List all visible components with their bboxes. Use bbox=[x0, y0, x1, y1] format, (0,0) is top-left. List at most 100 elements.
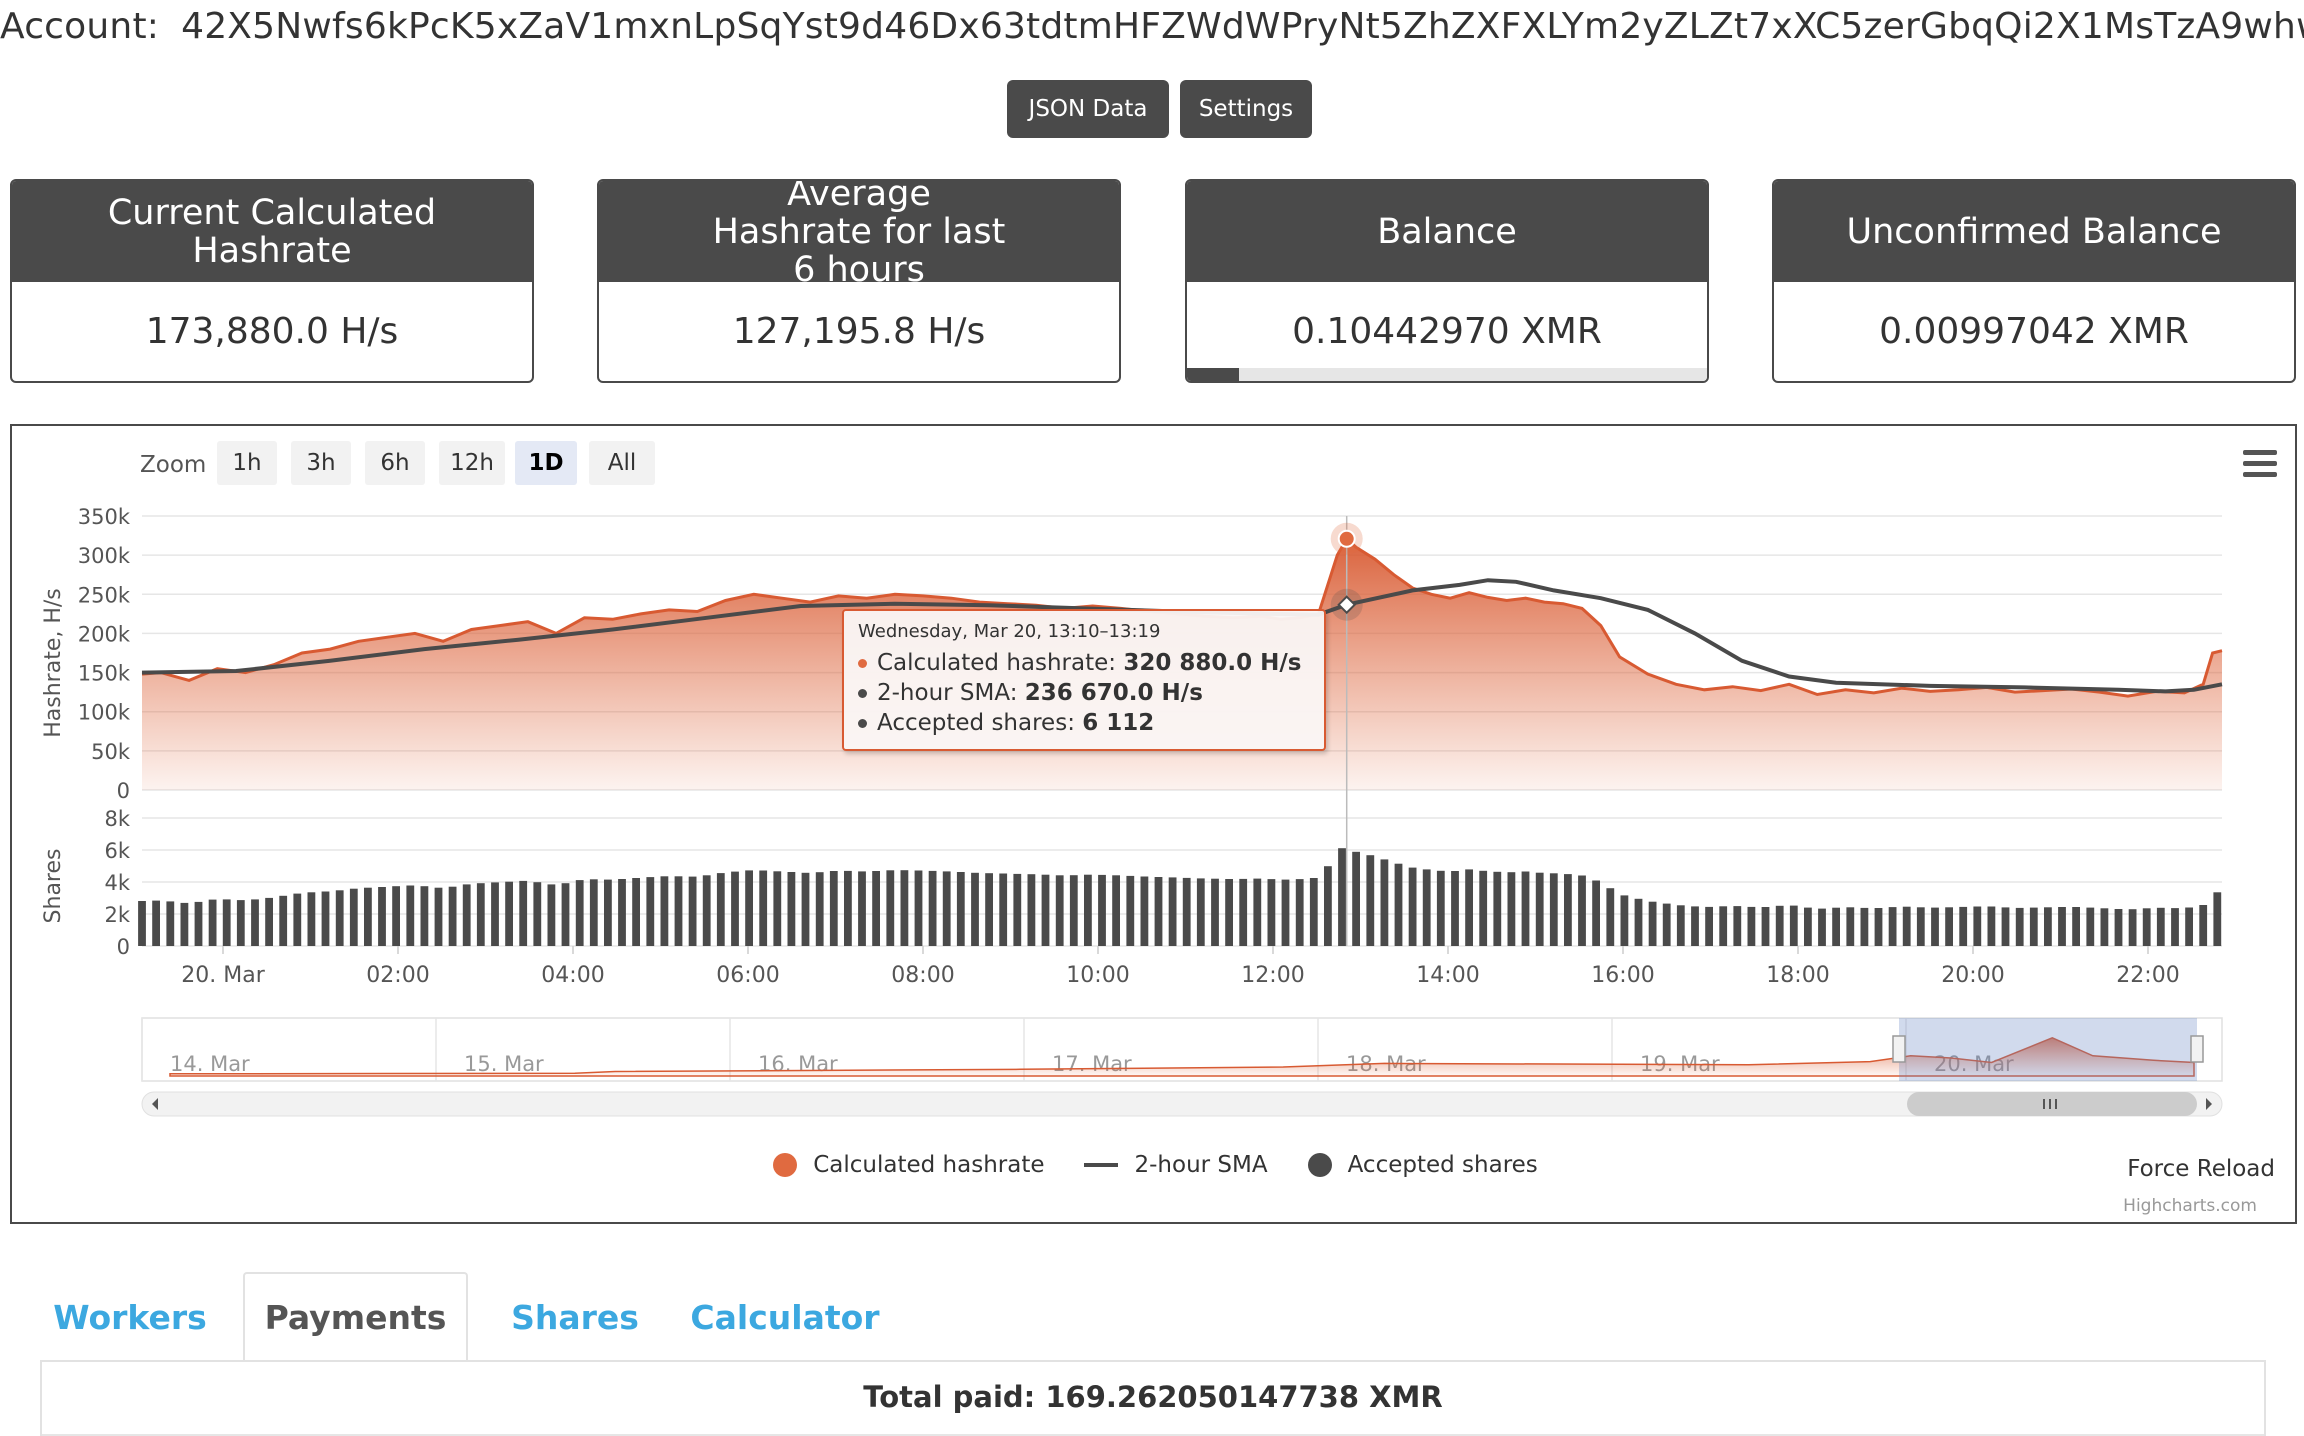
shares-bar bbox=[858, 871, 866, 946]
shares-bar bbox=[1436, 870, 1445, 946]
shares-bar bbox=[434, 887, 443, 946]
shares-bar bbox=[392, 886, 400, 946]
shares-bar bbox=[1366, 855, 1375, 946]
zoom-all-button[interactable]: All bbox=[589, 441, 655, 485]
shares-bar bbox=[1846, 907, 1855, 946]
payments-panel: Total paid: 169.262050147738 XMR bbox=[40, 1360, 2266, 1436]
shares-bar bbox=[1521, 871, 1530, 946]
shares-bar bbox=[2213, 892, 2222, 946]
shares-bar bbox=[575, 880, 584, 946]
shares-bar bbox=[1239, 878, 1248, 946]
scroll-left-arrow-icon bbox=[152, 1098, 158, 1110]
shares-bar bbox=[928, 870, 937, 946]
shares-bar bbox=[561, 883, 570, 946]
y-tick-label-top: 150k bbox=[78, 662, 131, 686]
shares-bar bbox=[1084, 874, 1092, 946]
shares-bar bbox=[1747, 906, 1756, 946]
y-axis-title-hashrate: Hashrate, H/s bbox=[41, 588, 66, 738]
tab-calculator[interactable]: Calculator bbox=[690, 1297, 880, 1337]
total-paid-label: Total paid: 169.262050147738 XMR bbox=[863, 1380, 1443, 1414]
shares-bar bbox=[406, 885, 415, 946]
shares-bar bbox=[364, 887, 372, 946]
x-tick-label: 02:00 bbox=[366, 963, 429, 988]
shares-bar bbox=[2072, 907, 2080, 946]
chart-legend: Calculated hashrate 2-hour SMA Accepted … bbox=[12, 1152, 2299, 1178]
navigator-tick-label: 15. Mar bbox=[464, 1052, 544, 1076]
chart-menu-icon[interactable] bbox=[2243, 450, 2277, 478]
shares-bar bbox=[1479, 870, 1488, 946]
shares-bar bbox=[236, 900, 245, 946]
shares-bar bbox=[2128, 909, 2137, 946]
shares-bar bbox=[1761, 907, 1770, 946]
zoom-1h-button[interactable]: 1h bbox=[217, 441, 277, 485]
shares-bar bbox=[886, 870, 895, 946]
shares-bar bbox=[251, 899, 259, 946]
shares-bar bbox=[985, 873, 993, 946]
sma-line bbox=[141, 578, 2223, 694]
shares-bar bbox=[759, 870, 768, 946]
current-hashrate-title: Current Calculated Hashrate bbox=[12, 181, 532, 282]
shares-bar bbox=[533, 882, 542, 946]
hashrate-chart: 0 50k 100k 150k 200k 250k 300k 350k 0 2k 4k 6k 8k Has… bbox=[10, 424, 2297, 1224]
y-tick-label-bottom: 8k bbox=[104, 807, 130, 831]
shares-bar bbox=[1592, 880, 1600, 946]
tab-payments[interactable]: Payments bbox=[243, 1272, 468, 1362]
shares-bar bbox=[462, 884, 471, 946]
chart-canvas: 0 50k 100k 150k 200k 250k 300k 350k 0 2k 4k 6k 8k Has… bbox=[41, 505, 2223, 1117]
average-hashrate-title: Average Hashrate for last 6 hours bbox=[599, 181, 1119, 289]
current-hashrate-card: Current Calculated Hashrate 173,880.0 H/… bbox=[10, 179, 534, 383]
shares-bar bbox=[1451, 871, 1459, 946]
json-data-button[interactable]: JSON Data bbox=[1007, 80, 1169, 138]
legend-item-hashrate[interactable]: Calculated hashrate bbox=[773, 1152, 1044, 1178]
balance-value: 0.10442970 XMR bbox=[1292, 311, 1602, 352]
x-tick-label: 04:00 bbox=[541, 963, 604, 988]
shares-bar bbox=[1281, 879, 1290, 946]
shares-bar bbox=[1648, 901, 1657, 946]
shares-bar bbox=[1507, 872, 1516, 946]
zoom-label: Zoom bbox=[140, 452, 207, 478]
scrollbar-track bbox=[141, 1091, 2223, 1117]
shares-bar bbox=[971, 872, 979, 946]
legend-item-sma[interactable]: 2-hour SMA bbox=[1084, 1152, 1268, 1178]
shares-bar bbox=[773, 871, 782, 946]
shares-bar bbox=[420, 886, 429, 946]
shares-bar bbox=[519, 880, 528, 946]
shares-bar bbox=[1380, 859, 1389, 946]
navigator-handle-right bbox=[2190, 1035, 2204, 1063]
shares-bar bbox=[448, 886, 457, 946]
highcharts-credits[interactable]: Highcharts.com bbox=[2123, 1196, 2257, 1216]
tab-workers[interactable]: Workers bbox=[53, 1297, 207, 1337]
zoom-3h-button[interactable]: 3h bbox=[291, 441, 351, 485]
shares-bar bbox=[1126, 875, 1135, 946]
tooltip-row-hashrate: Calculated hashrate: 320 880.0 H/s bbox=[858, 648, 1310, 678]
tab-shares[interactable]: Shares bbox=[511, 1297, 639, 1337]
shares-bar bbox=[1267, 879, 1276, 946]
shares-bar bbox=[688, 876, 697, 946]
zoom-1d-button[interactable]: 1D bbox=[515, 441, 577, 485]
tooltip-row-sma: 2-hour SMA: 236 670.0 H/s bbox=[858, 678, 1310, 708]
balance-title: Balance bbox=[1187, 181, 1707, 282]
y-tick-label-bottom: 0 bbox=[117, 935, 130, 959]
hover-point-sma bbox=[1337, 595, 1357, 615]
shares-bar bbox=[194, 901, 203, 946]
scroll-right-arrow-icon bbox=[2206, 1098, 2212, 1110]
scrollbar-thumb bbox=[1907, 1092, 2197, 1116]
shares-bar bbox=[660, 876, 669, 946]
chart-tooltip: Wednesday, Mar 20, 13:10–13:19 Calculate… bbox=[842, 609, 1326, 751]
y-tick-label-top: 200k bbox=[78, 622, 131, 646]
zoom-6h-button[interactable]: 6h bbox=[365, 441, 425, 485]
shares-bar bbox=[604, 879, 612, 946]
unconfirmed-balance-card: Unconfirmed Balance 0.00997042 XMR bbox=[1772, 179, 2296, 383]
x-tick-label: 18:00 bbox=[1766, 963, 1829, 988]
y-axis-title-shares: Shares bbox=[41, 849, 66, 924]
shares-bar bbox=[378, 887, 386, 946]
shares-bar bbox=[1564, 874, 1572, 946]
shares-bar bbox=[1253, 878, 1262, 946]
legend-item-shares[interactable]: Accepted shares bbox=[1307, 1152, 1538, 1178]
shares-bar bbox=[1634, 898, 1643, 946]
settings-button[interactable]: Settings bbox=[1180, 80, 1312, 138]
hashrate-dot-icon bbox=[858, 659, 867, 668]
force-reload-link[interactable]: Force Reload bbox=[2127, 1156, 2275, 1182]
shares-bar bbox=[2100, 908, 2109, 946]
zoom-12h-button[interactable]: 12h bbox=[439, 441, 505, 485]
